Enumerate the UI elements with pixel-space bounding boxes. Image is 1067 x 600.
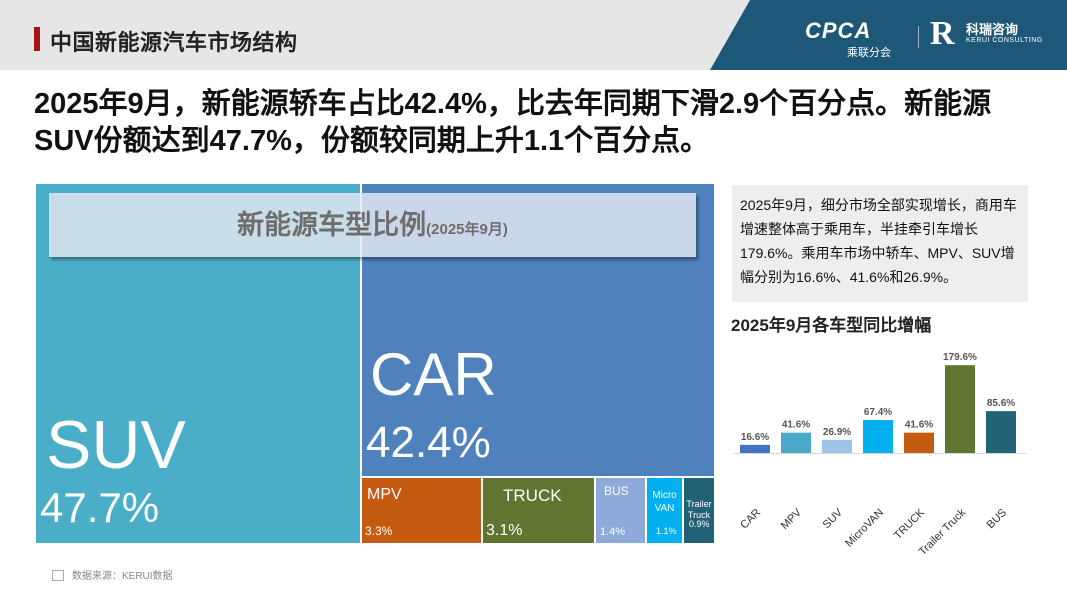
bar-category-label-1: MPV — [779, 506, 805, 532]
kerui-logo-name: 科瑞咨询 — [966, 22, 1019, 37]
bar-data-label-6: 85.6% — [987, 398, 1015, 409]
treemap-label-mpv: MPV — [367, 486, 402, 503]
treemap-label-car: CAR — [370, 341, 497, 408]
summary-note: 2025年9月，细分市场全部实现增长，商用车增速整体高于乘用车，半挂牵引车增长1… — [732, 185, 1028, 302]
treemap-tile-microvan: Micro VAN 1.1% — [646, 477, 683, 544]
bar-data-label-4: 41.6% — [905, 420, 933, 431]
treemap-label-microvan: Micro VAN — [652, 490, 677, 514]
bar-category-label-2: SUV — [821, 506, 846, 531]
bar-category-label-4: TRUCK — [892, 506, 928, 542]
treemap-label-trailer: Trailer Truck — [686, 499, 712, 521]
bar-3 — [863, 420, 893, 453]
bar-chart: 16.6% CAR 41.6% MPV 26.9% SUV 67.4% MicroVAN 41.… — [734, 352, 1026, 558]
bar-data-label-5: 179.6% — [943, 352, 977, 363]
headline: 2025年9月，新能源轿车占比42.4%，比去年同期下滑2.9个百分点。新能源S… — [34, 88, 992, 157]
bar-data-label-2: 26.9% — [823, 427, 851, 438]
logo-divider — [918, 26, 919, 48]
treemap-tile-bus: BUS 1.4% — [595, 477, 646, 544]
bar-category-label-0: CAR — [738, 507, 763, 532]
treemap-value-car: 42.4% — [366, 418, 491, 467]
bar-1 — [781, 432, 811, 453]
treemap-value-suv: 47.7% — [40, 484, 160, 531]
treemap-label-suv: SUV — [46, 407, 186, 483]
cpca-logo-subtitle: 乘联分会 — [847, 47, 891, 59]
bar-data-label-1: 41.6% — [782, 420, 810, 431]
bar-chart-title: 2025年9月各车型同比增幅 — [731, 316, 932, 335]
bar-data-label-0: 16.6% — [741, 432, 769, 443]
treemap-label-bus: BUS — [604, 484, 629, 498]
treemap-tile-mpv: MPV 3.3% — [361, 477, 482, 544]
bar-category-label-6: BUS — [985, 507, 1009, 531]
bar-category-label-3: MicroVAN — [843, 507, 886, 550]
treemap-value-bus: 1.4% — [600, 526, 626, 538]
title-accent-bar — [34, 27, 40, 51]
treemap-title: 新能源车型比例 — [237, 210, 427, 240]
treemap-tile-trailer: Trailer Truck 0.9% — [683, 477, 715, 544]
bar-0 — [740, 444, 770, 453]
cpca-logo-mark: CPCA — [805, 18, 872, 43]
bar-5 — [945, 365, 975, 453]
kerui-logo: R 科瑞咨询 KERUI CONSULTING — [930, 15, 1042, 52]
treemap-label-truck: TRUCK — [503, 486, 562, 505]
cpca-logo: CPCA 乘联分会 — [805, 18, 891, 60]
bar-data-label-3: 67.4% — [864, 407, 892, 418]
treemap-value-truck: 3.1% — [486, 522, 523, 539]
treemap-value-microvan: 1.1% — [656, 526, 677, 536]
kerui-logo-icon: R — [930, 15, 955, 52]
treemap-tile-truck: TRUCK 3.1% — [482, 477, 595, 544]
bar-4 — [904, 432, 934, 453]
header-logo-band — [710, 0, 1067, 70]
header: 中国新能源汽车市场结构 CPCA 乘联分会 R 科瑞咨询 KERUI CONSU… — [0, 0, 1067, 70]
page-title: 中国新能源汽车市场结构 — [50, 30, 298, 55]
kerui-logo-english: KERUI CONSULTING — [966, 37, 1043, 44]
treemap-value-trailer: 0.9% — [689, 519, 710, 529]
source-text: 数据来源：KERUI数据 — [72, 571, 173, 582]
treemap-title-box: 新能源车型比例(2025年9月) — [49, 193, 696, 257]
source-icon — [52, 570, 64, 581]
treemap-value-mpv: 3.3% — [365, 524, 393, 538]
treemap-chart: SUV 47.7% CAR 42.4% MPV 3.3% TRUCK 3.1% BUS 1.4% M… — [35, 183, 715, 544]
treemap-subtitle: (2025年9月) — [426, 221, 508, 238]
source-note: 数据来源：KERUI数据 — [52, 567, 173, 582]
bar-2 — [822, 439, 852, 453]
bar-6 — [986, 411, 1016, 453]
